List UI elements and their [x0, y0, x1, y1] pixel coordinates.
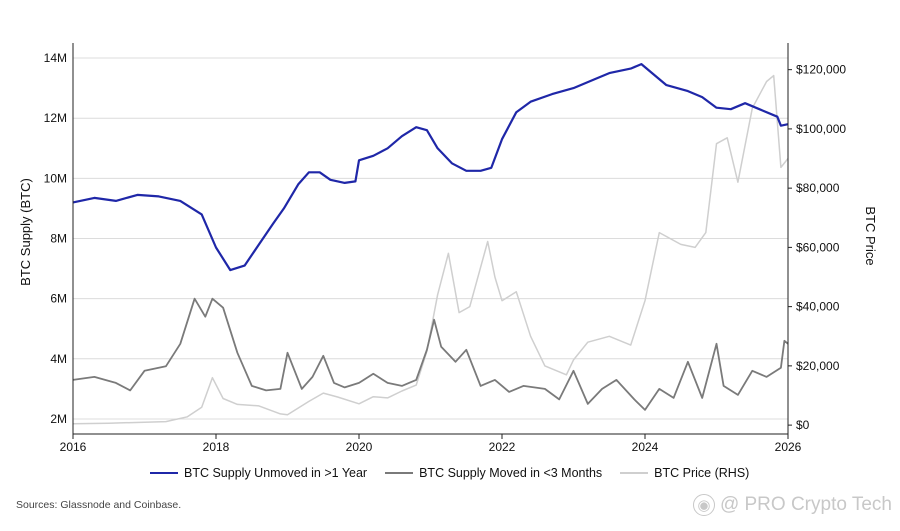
y-right-tick-label: $20,000 — [796, 359, 840, 373]
y-left-tick-label: 14M — [44, 51, 67, 65]
y-axis-right-title: BTC Price — [863, 206, 878, 265]
legend-item-unmoved: BTC Supply Unmoved in >1 Year — [150, 466, 367, 480]
y-right-tick-label: $0 — [796, 418, 810, 432]
axes: 2M 4M 6M 8M 10M 12M 14M $0 $20,000 $40,000 $60,000… — [44, 43, 846, 454]
legend-item-moved: BTC Supply Moved in <3 Months — [385, 466, 602, 480]
watermark-text: @ PRO Crypto Tech — [719, 494, 892, 515]
x-tick-label: 2026 — [775, 440, 802, 454]
legend-swatch-unmoved — [150, 472, 178, 474]
y-left-tick-label: 4M — [50, 352, 67, 366]
y-left-tick-label: 6M — [50, 292, 67, 306]
camera-icon: ◉ — [692, 494, 715, 516]
y-right-tick-label: $100,000 — [796, 122, 846, 136]
gridlines — [73, 57, 788, 420]
x-tick-label: 2022 — [489, 440, 516, 454]
y-right-tick-label: $80,000 — [796, 181, 840, 195]
y-left-tick-label: 2M — [50, 412, 67, 426]
series-layer — [72, 62, 789, 425]
legend-swatch-moved — [385, 472, 414, 474]
x-tick-label: 2020 — [346, 440, 373, 454]
series-line-moved — [72, 297, 789, 411]
legend-item-price: BTC Price (RHS) — [620, 466, 749, 480]
y-right-tick-label: $60,000 — [796, 240, 840, 254]
chart: 2M 4M 6M 8M 10M 12M 14M $0 $20,000 $40,000 $60,000… — [18, 43, 878, 454]
legend-label-unmoved: BTC Supply Unmoved in >1 Year — [184, 466, 368, 480]
series-line-unmoved — [72, 62, 789, 272]
legend-label-moved: BTC Supply Moved in <3 Months — [419, 466, 603, 480]
x-tick-label: 2018 — [203, 440, 230, 454]
source-note: Sources: Glassnode and Coinbase. — [16, 499, 182, 511]
watermark: ◉ @ PRO Crypto Tech — [692, 494, 892, 516]
x-tick-label: 2016 — [60, 440, 87, 454]
legend: BTC Supply Unmoved in >1 Year BTC Supply… — [150, 466, 749, 480]
x-tick-label: 2024 — [632, 440, 659, 454]
legend-label-price: BTC Price (RHS) — [654, 466, 750, 480]
series-line-price — [72, 74, 789, 425]
legend-swatch-price — [620, 472, 649, 474]
y-left-tick-label: 10M — [44, 171, 67, 185]
y-right-tick-label: $120,000 — [796, 63, 846, 77]
y-axis-left-title: BTC Supply (BTC) — [18, 178, 33, 286]
y-right-tick-label: $40,000 — [796, 300, 840, 314]
y-left-tick-label: 12M — [44, 111, 67, 125]
y-left-tick-label: 8M — [50, 232, 67, 246]
